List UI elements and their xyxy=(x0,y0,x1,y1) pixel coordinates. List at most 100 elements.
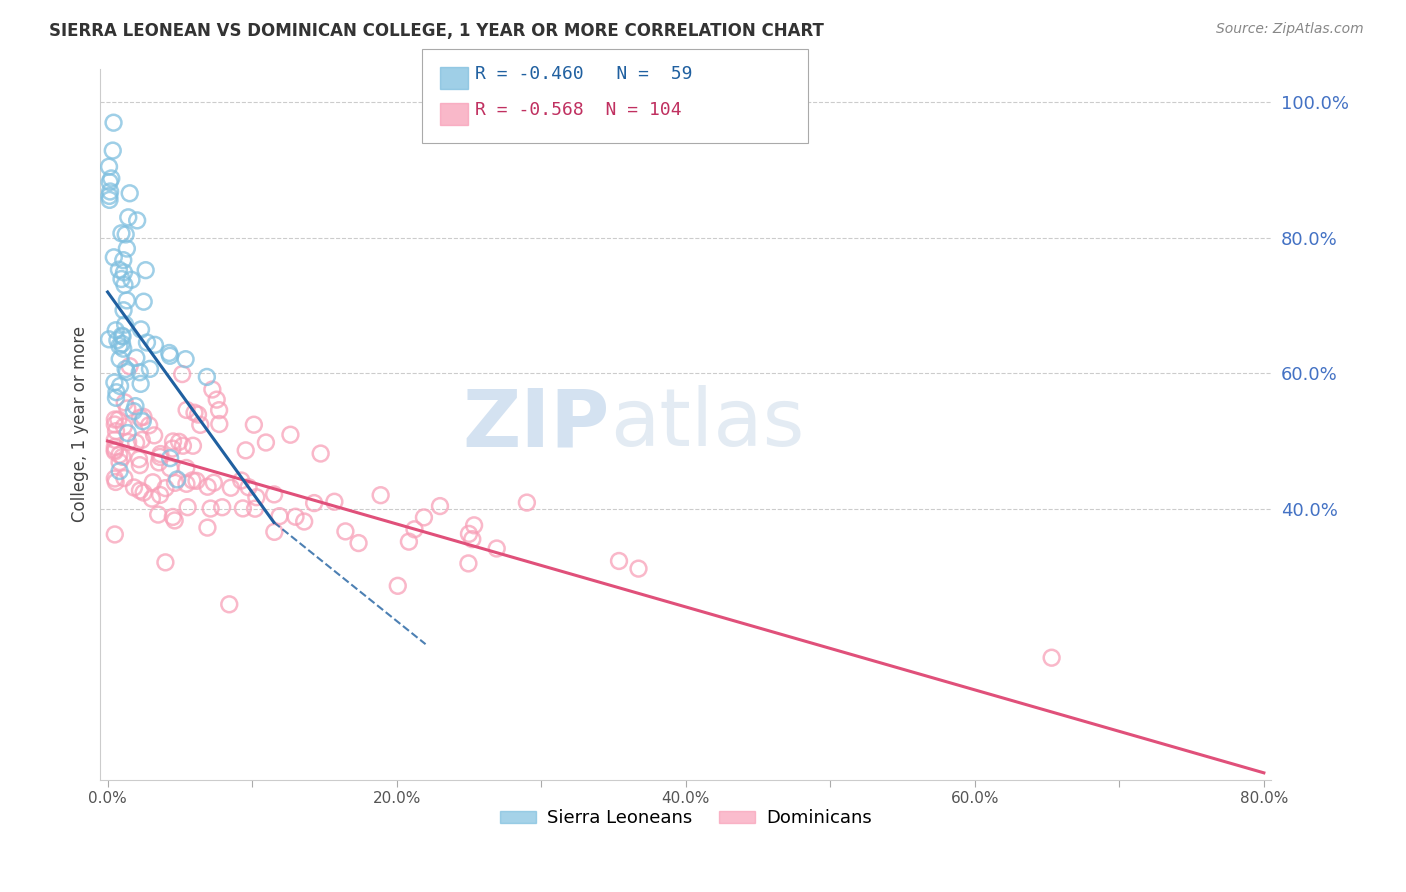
Point xyxy=(176,461,198,475)
Point xyxy=(458,527,481,541)
Point xyxy=(104,475,127,489)
Point xyxy=(114,277,136,292)
Point xyxy=(162,434,184,449)
Point xyxy=(166,472,188,486)
Point xyxy=(172,439,194,453)
Point xyxy=(181,439,204,453)
Point xyxy=(254,435,277,450)
Point xyxy=(108,379,131,393)
Point xyxy=(197,520,219,534)
Point xyxy=(370,488,392,502)
Y-axis label: College, 1 year or more: College, 1 year or more xyxy=(72,326,89,522)
Point xyxy=(429,499,451,513)
Point xyxy=(129,376,152,391)
Point xyxy=(104,471,127,485)
Point xyxy=(112,303,135,318)
Point xyxy=(138,418,160,433)
Point xyxy=(108,464,131,478)
Point xyxy=(115,365,138,379)
Point xyxy=(163,475,186,490)
Point xyxy=(98,193,121,207)
Point xyxy=(114,318,136,332)
Point xyxy=(202,475,225,490)
Point xyxy=(159,451,181,466)
Point xyxy=(108,352,131,367)
Point xyxy=(105,424,128,438)
Point xyxy=(104,440,127,454)
Point xyxy=(112,253,135,268)
Point xyxy=(108,339,131,353)
Point xyxy=(162,510,184,524)
Point xyxy=(201,383,224,397)
Point xyxy=(136,335,159,350)
Point xyxy=(155,481,177,495)
Point xyxy=(108,262,131,277)
Legend: Sierra Leoneans, Dominicans: Sierra Leoneans, Dominicans xyxy=(492,802,879,835)
Point xyxy=(103,250,125,264)
Point xyxy=(122,404,145,418)
Text: ZIP: ZIP xyxy=(463,385,610,463)
Point xyxy=(174,352,197,367)
Point xyxy=(404,522,426,536)
Point xyxy=(176,500,198,515)
Point xyxy=(125,351,148,365)
Point xyxy=(114,227,136,242)
Point xyxy=(188,417,211,432)
Point xyxy=(205,392,228,407)
Point xyxy=(232,501,254,516)
Point xyxy=(98,332,121,346)
Point xyxy=(159,349,181,363)
Point xyxy=(115,242,138,256)
Point xyxy=(108,448,131,462)
Point xyxy=(323,494,346,508)
Point xyxy=(143,428,166,442)
Point xyxy=(463,518,485,533)
Point xyxy=(183,406,205,420)
Point xyxy=(110,227,132,241)
Point xyxy=(111,328,134,343)
Point xyxy=(457,557,479,571)
Point xyxy=(117,401,139,416)
Point xyxy=(485,541,508,556)
Text: atlas: atlas xyxy=(610,385,804,463)
Point xyxy=(516,495,538,509)
Point xyxy=(129,322,152,336)
Point xyxy=(135,263,157,277)
Point xyxy=(118,359,141,374)
Point xyxy=(335,524,357,539)
Point xyxy=(125,435,148,450)
Point xyxy=(120,273,142,287)
Point xyxy=(114,362,136,376)
Point xyxy=(112,471,135,485)
Point xyxy=(132,409,155,424)
Point xyxy=(98,160,121,174)
Point xyxy=(172,367,194,381)
Point xyxy=(413,510,436,524)
Point xyxy=(98,175,121,189)
Point xyxy=(200,501,222,516)
Point xyxy=(186,474,208,488)
Point xyxy=(218,597,240,611)
Point xyxy=(187,408,209,422)
Point xyxy=(176,476,198,491)
Point xyxy=(128,365,150,379)
Point xyxy=(162,442,184,456)
Point xyxy=(243,501,266,516)
Point xyxy=(124,399,146,413)
Point xyxy=(105,385,128,400)
Point xyxy=(607,554,630,568)
Point xyxy=(117,211,139,225)
Point xyxy=(111,450,134,464)
Point xyxy=(104,391,127,405)
Point xyxy=(131,433,153,447)
Point xyxy=(108,455,131,469)
Point xyxy=(129,410,152,425)
Point xyxy=(398,534,420,549)
Point xyxy=(141,491,163,506)
Point xyxy=(117,426,139,441)
Point xyxy=(461,532,484,546)
Point xyxy=(101,144,124,158)
Point xyxy=(347,536,370,550)
Text: SIERRA LEONEAN VS DOMINICAN COLLEGE, 1 YEAR OR MORE CORRELATION CHART: SIERRA LEONEAN VS DOMINICAN COLLEGE, 1 Y… xyxy=(49,22,824,40)
Point xyxy=(117,434,139,449)
